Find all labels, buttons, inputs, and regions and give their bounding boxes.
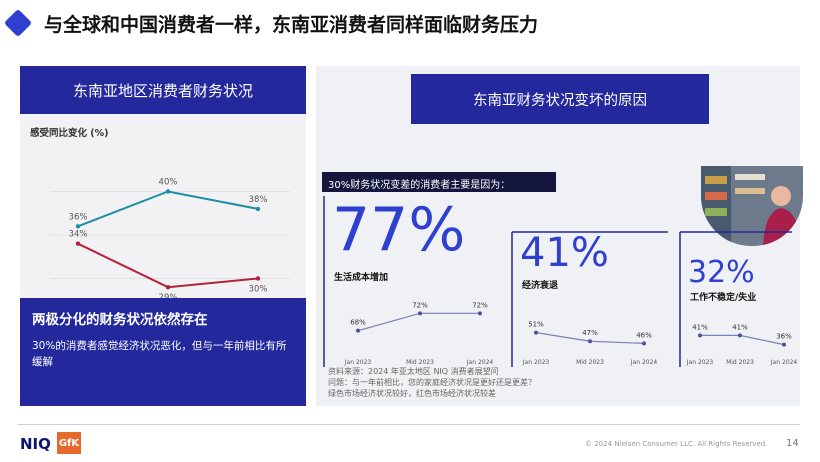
reason-x-label: Jan 2024 xyxy=(770,359,798,366)
data-point xyxy=(75,224,81,229)
niq-logo: NIQ xyxy=(20,435,51,453)
reason-point xyxy=(782,342,786,347)
series-line-较差 xyxy=(77,242,259,289)
summary-text-1: 30%的消费者感觉经济状况恶化，但与一年前相比有所 xyxy=(32,340,287,352)
reason-data-label: 41% xyxy=(732,323,748,331)
reason-label: 经济衰退 xyxy=(522,279,558,291)
footer-divider xyxy=(18,424,800,425)
reason-point xyxy=(698,333,702,338)
source-line-3: 绿色市场经济状况较好，红色市场经济状况较差 xyxy=(328,389,496,398)
data-point xyxy=(165,189,171,194)
reason-data-label: 68% xyxy=(350,319,366,327)
reason-point xyxy=(478,311,482,316)
data-label: 34% xyxy=(69,230,88,240)
reason-x-label: Jan 2023 xyxy=(344,359,372,366)
series-line-更好 xyxy=(77,190,259,228)
reason-data-label: 36% xyxy=(776,333,792,341)
right-header: 东南亚财务状况变坏的原因 xyxy=(411,74,709,124)
reason-x-label: Jan 2024 xyxy=(630,359,658,366)
reason-label: 生活成本增加 xyxy=(334,271,388,283)
copyright: © 2024 Nielsen Consumer LLC. All Rights … xyxy=(585,440,768,448)
summary-text-2: 缓解 xyxy=(32,356,53,368)
reason-data-label: 72% xyxy=(472,301,488,309)
big-value: 41% xyxy=(520,230,609,276)
reason-data-label: 47% xyxy=(582,329,598,337)
reason-x-label: Jan 2023 xyxy=(522,359,550,366)
data-point xyxy=(75,241,81,246)
data-label: 40% xyxy=(159,178,178,188)
reason-data-label: 72% xyxy=(412,301,428,309)
reason-point xyxy=(588,339,592,344)
reason-data-label: 46% xyxy=(636,331,652,339)
reason-point xyxy=(642,341,646,346)
y-axis-label: 感受同比变化 (%) xyxy=(30,127,109,139)
left-summary: 两极分化的财务状况依然存在 30%的消费者感觉经济状况恶化，但与一年前相比有所 … xyxy=(20,298,306,406)
reason-x-label: Mid 2023 xyxy=(406,359,434,366)
reason-line xyxy=(357,312,480,332)
data-label: 30% xyxy=(249,285,268,295)
data-point xyxy=(255,206,261,212)
reason-data-label: 41% xyxy=(692,323,708,331)
left-header: 东南亚地区消费者财务状况 xyxy=(20,66,306,114)
page-number: 14 xyxy=(786,438,799,449)
title-bar: 与全球和中国消费者一样，东南亚消费者同样面临财务压力 xyxy=(0,0,820,52)
source-notes: 资料来源：2024 年亚太地区 NIQ 消费者展望问 问题：与一年前相比，您的家… xyxy=(328,366,788,399)
source-line-2: 问题：与一年前相比，您的家庭经济状况是更好还是更差？ xyxy=(328,378,536,387)
reasons-charts: 77% 生活成本增加 68% 72% 72% Jan 2023 Mid 2023 Jan 20… xyxy=(323,195,798,367)
reason-x-label: Mid 2023 xyxy=(576,359,604,366)
reason-point xyxy=(738,333,742,338)
data-point xyxy=(165,285,171,290)
diamond-icon xyxy=(3,8,33,38)
reason-x-label: Jan 2023 xyxy=(686,359,714,366)
reason-label: 工作不稳定/失业 xyxy=(690,291,756,303)
big-value: 32% xyxy=(688,255,755,290)
reason-data-label: 51% xyxy=(528,321,544,329)
data-point xyxy=(255,276,261,281)
reason-point xyxy=(356,328,360,333)
reason-line xyxy=(700,334,785,346)
right-panel: 东南亚财务状况变坏的原因 30%财务状况变差的消费者主要是因为： 77% 生活成本… xyxy=(316,66,803,406)
source-line-1: 资料来源：2024 年亚太地区 NIQ 消费者展望问 xyxy=(328,367,499,376)
page-title: 与全球和中国消费者一样，东南亚消费者同样面临财务压力 xyxy=(44,14,539,36)
reason-point xyxy=(534,330,538,335)
data-label: 38% xyxy=(249,195,268,205)
reason-x-label: Jan 2024 xyxy=(466,359,494,366)
reasons-subheader: 30%财务状况变差的消费者主要是因为： xyxy=(322,172,556,192)
big-value: 77% xyxy=(332,195,465,265)
data-label: 36% xyxy=(69,212,88,222)
summary-title: 两极分化的财务状况依然存在 xyxy=(32,312,208,328)
gfk-logo: GfK xyxy=(57,432,81,454)
reason-x-label: Mid 2023 xyxy=(726,359,754,366)
left-panel: 东南亚地区消费者财务状况 感受同比变化 (%) 34%29%30%36%40%3… xyxy=(20,66,306,406)
reason-point xyxy=(418,311,422,316)
